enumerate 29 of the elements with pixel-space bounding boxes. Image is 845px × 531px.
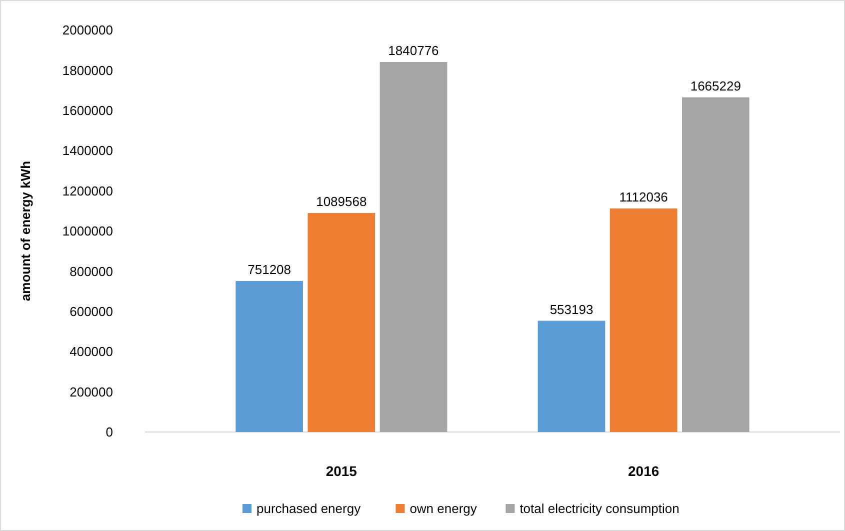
- bar: [380, 62, 448, 432]
- legend-label: own energy: [410, 501, 478, 516]
- data-label: 751208: [248, 262, 292, 278]
- legend-label: purchased energy: [256, 501, 362, 516]
- y-tick-label: 2000000: [62, 22, 113, 38]
- bar: [538, 320, 606, 432]
- y-tick-label: 1600000: [62, 102, 113, 118]
- y-tick-label: 200000: [70, 384, 113, 400]
- data-label: 1112036: [619, 189, 668, 204]
- y-tick-label: 1200000: [62, 183, 113, 198]
- bar: [308, 212, 376, 432]
- bar: [610, 208, 678, 432]
- bar: [236, 281, 304, 432]
- data-label: 553193: [550, 302, 594, 317]
- y-tick-label: 400000: [70, 344, 113, 360]
- x-tick-label: 2015: [326, 463, 358, 479]
- y-tick-label: 1000000: [62, 224, 113, 239]
- y-tick-label: 0: [106, 424, 113, 440]
- data-label: 1089568: [316, 194, 367, 209]
- y-tick-label: 1800000: [62, 62, 113, 78]
- y-tick-label: 800000: [70, 264, 113, 279]
- x-tick-label: 2016: [628, 463, 660, 479]
- y-tick-label: 1400000: [62, 143, 113, 158]
- y-axis-title: amount of energy kWh: [18, 160, 33, 302]
- y-tick-label: 600000: [70, 304, 113, 319]
- bar: [682, 97, 750, 432]
- data-label: 1665229: [690, 78, 741, 94]
- legend-label: total electricity consumption: [520, 501, 680, 516]
- data-label: 1840776: [388, 43, 439, 58]
